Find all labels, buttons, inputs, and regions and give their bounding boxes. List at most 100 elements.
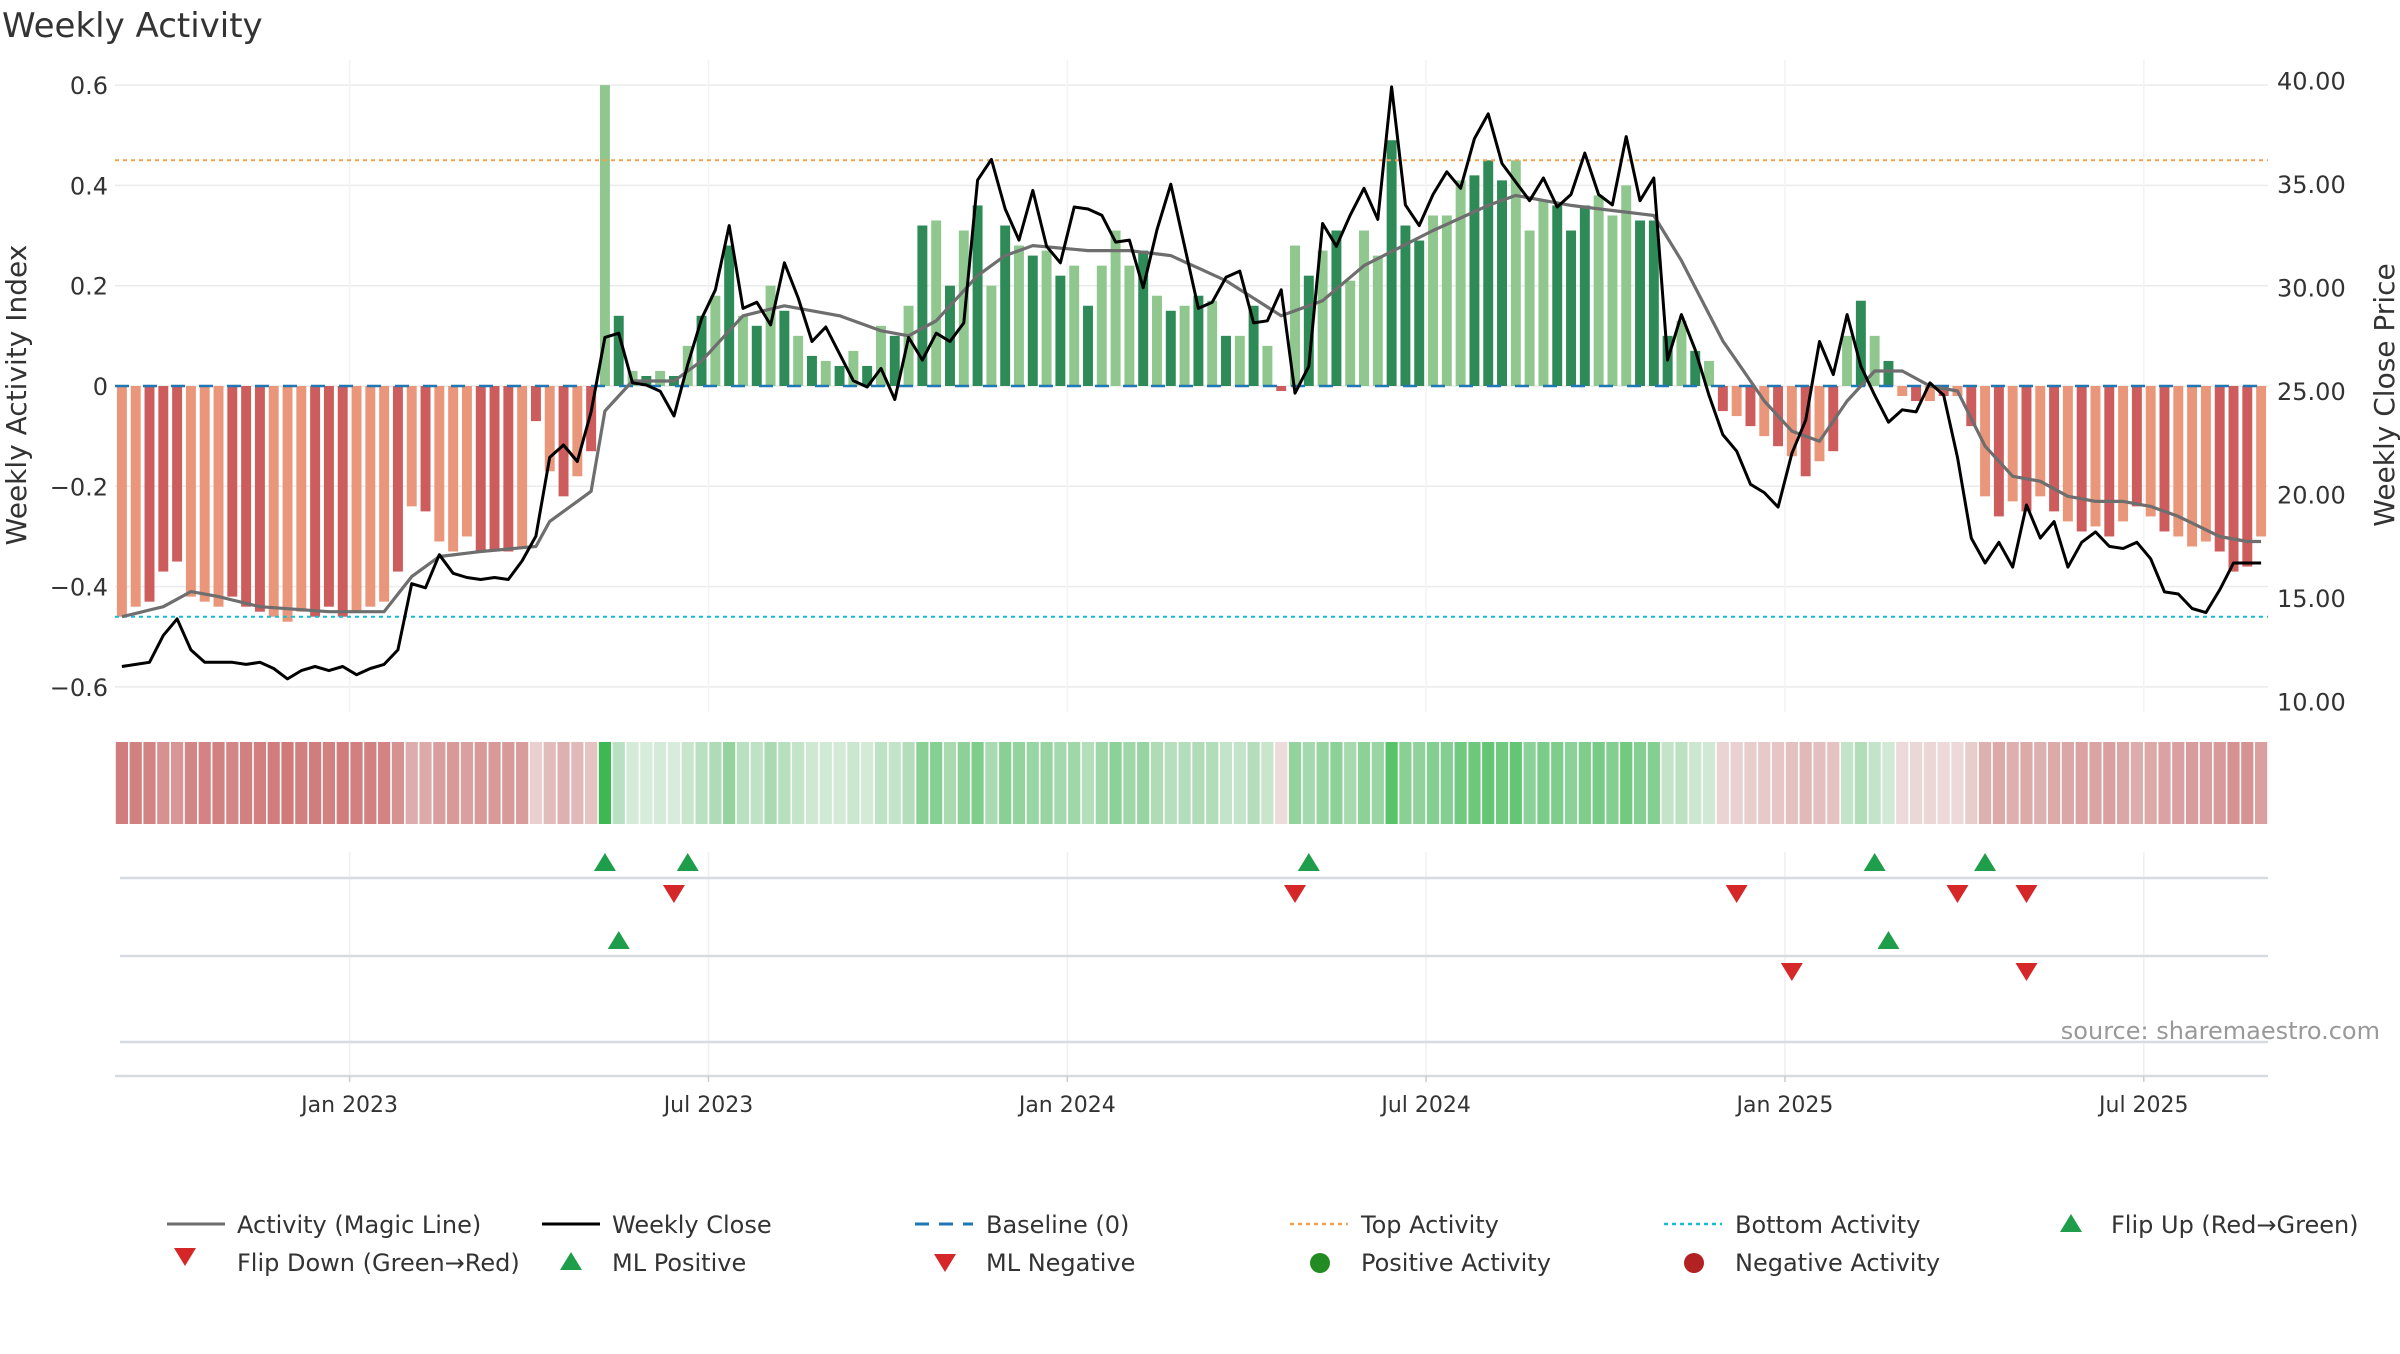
strip-cell [2185,742,2199,824]
strip-cell [695,742,708,824]
activity-bar [489,386,500,552]
activity-bar [1331,230,1342,386]
y-axis-label: Weekly Activity Index [0,245,33,546]
legend-item-ml-negative: ML Negative [934,1249,1135,1277]
activity-bar [751,325,762,386]
activity-bar [503,386,514,552]
strip-cell [1344,742,1357,824]
flip-down-marker [2015,885,2038,903]
strip-cell [861,742,874,824]
activity-bar [241,386,252,607]
strip-cell [295,742,308,824]
strip-cell [281,742,294,824]
activity-bar [1869,335,1880,386]
strip-cell [1923,742,1936,824]
activity-bar [1138,250,1149,386]
activity-bar [1027,255,1038,386]
source-label: source: sharemaestro.com [2061,1017,2380,1045]
strip-cell [1495,742,1509,824]
legend-label-flip-down: Flip Down (Green→Red) [237,1249,520,1277]
activity-bar [2104,386,2115,537]
x-tick-label: Jan 2024 [1017,1093,1116,1118]
activity-bar [268,386,279,617]
strip-cell [957,742,970,824]
activity-bar [2062,386,2073,522]
legend-item-baseline: Baseline (0) [915,1211,1129,1239]
activity-bar [172,386,183,562]
flip-down-marker [1725,885,1748,903]
strip-cell [2116,742,2130,824]
activity-bar [1345,280,1356,386]
legend-item-bottom-activity: Bottom Activity [1664,1211,1920,1239]
strip-cell [1192,742,1205,824]
y2-tick-label: 15.00 [2277,585,2346,613]
activity-bar [1966,386,1977,427]
strip-cell [240,742,253,824]
activity-bar [586,386,597,452]
strip-cell [2075,742,2088,824]
activity-bar [2035,386,2046,497]
activity-bar [1290,245,1300,386]
activity-bar [1538,200,1549,386]
ml-positive-marker [607,931,630,949]
activity-bar [1911,386,1922,402]
activity-bar [765,285,776,386]
activity-bar [406,386,417,507]
strip-cell [2047,742,2061,824]
strip-cell [1302,742,1315,824]
strip-cell [1702,742,1716,824]
strip-cell [1385,742,1398,824]
activity-bar [434,386,445,542]
strip-cell [419,742,432,824]
strip-cell [226,742,239,824]
x-tick-label: Jan 2023 [299,1093,398,1118]
activity-bar [2173,386,2184,537]
activity-bar [2159,386,2170,532]
legend-label-bottom-activity: Bottom Activity [1735,1211,1920,1239]
strip-cell [1564,742,1578,824]
activity-bar [710,295,721,386]
strip-cell [667,742,681,824]
activity-bar [2214,386,2225,552]
strip-cell [2006,742,2019,824]
legend-label-negative-activity: Negative Activity [1735,1249,1940,1277]
flip-up-marker [676,853,699,871]
flip-down-marker [1946,885,1969,903]
ticks-layer: 0.6 0.4 0.2 0 −0.2 −0.4 −0.6 40.00 35.00 30.00 25.… [50,68,2346,717]
y-tick-label: 0.6 [70,72,108,100]
flip-down-marker [1284,885,1307,903]
strip-cell [171,742,184,824]
activity-bar [572,386,583,477]
strip-cell [350,742,363,824]
legend-swatch-flip-up [2060,1214,2082,1232]
strip-cell [2158,742,2171,824]
activity-bar [2131,386,2142,507]
strip-cell [516,742,529,824]
legend: Activity (Magic Line) Weekly Close Basel… [167,1211,2359,1277]
activity-bar [1648,220,1659,386]
activity-bar [1110,230,1121,386]
strip-cell [1882,742,1895,824]
y2-tick-label: 10.00 [2277,689,2346,717]
strip-cell [1537,742,1550,824]
strip-cell [1054,742,1067,824]
activity-bar [185,386,196,597]
activity-bar [737,315,748,386]
strip-cell [1178,742,1191,824]
strip-cell [557,742,570,824]
strip-cell [433,742,446,824]
activity-bar [1621,185,1632,386]
legend-label-magic-line: Activity (Magic Line) [237,1211,481,1239]
strip-cell [1675,742,1688,824]
activity-bar [724,245,735,386]
strip-cell [1840,742,1854,824]
strip-cell [1357,742,1371,824]
activity-bar [558,386,569,497]
strip-cell [1813,742,1826,824]
strip-cell [1716,742,1729,824]
activity-bar [116,386,127,617]
strip-cell [1219,742,1233,824]
y-tick-label: −0.2 [50,473,108,501]
strip-cell [2241,742,2254,824]
